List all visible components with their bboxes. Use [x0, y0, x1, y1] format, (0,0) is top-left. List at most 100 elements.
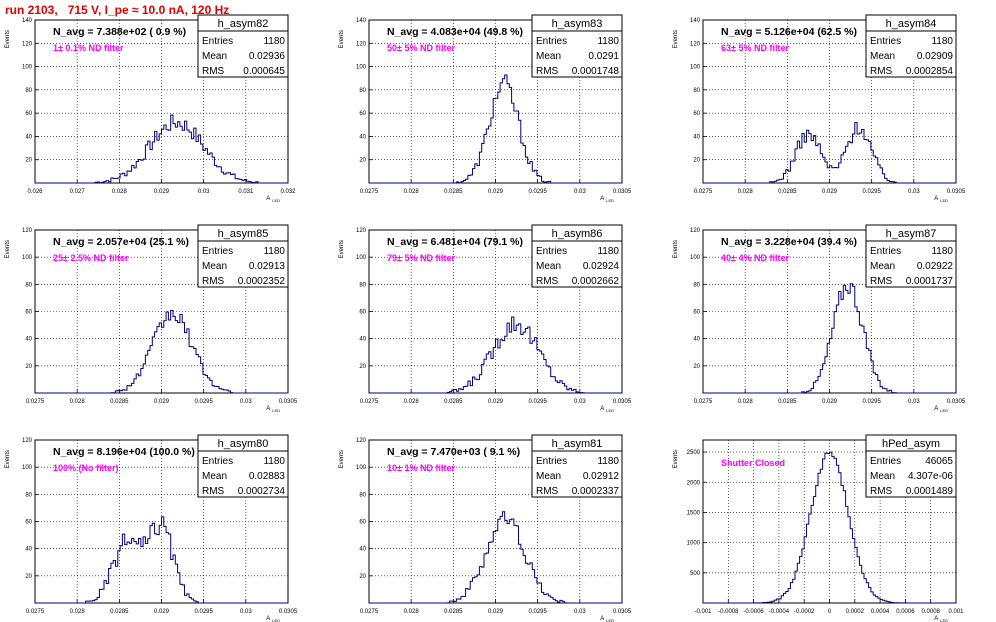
stats-label: Mean — [202, 471, 227, 482]
stats-label: Entries — [870, 36, 901, 47]
x-axis-label: A LED — [934, 196, 948, 203]
y-tick-label: 40 — [359, 337, 366, 343]
histogram-line — [35, 114, 288, 184]
stats-label: Mean — [536, 51, 561, 62]
stats-title: h_asym80 — [218, 438, 269, 450]
y-tick-label: 80 — [693, 282, 700, 288]
y-tick-label: 40 — [359, 547, 366, 553]
stats-label: Mean — [202, 51, 227, 62]
x-axis-label: A LED — [266, 616, 280, 622]
navg-label: N_avg = 2.057e+04 (25.1 %) — [53, 236, 189, 248]
x-tick-label: 0.0275 — [360, 399, 379, 405]
x-tick-label: 0.0295 — [194, 609, 213, 615]
y-tick-label: 100 — [22, 255, 33, 261]
x-tick-label: 0.0275 — [26, 609, 45, 615]
histogram-panel-h_asym87: 0.0275 0.028 0.0285 0.029 0.0295 0.03 0.0305 20… — [673, 224, 966, 413]
stats-title: hPed_asym — [882, 438, 940, 450]
x-tick-label: 0.0002 — [846, 609, 865, 615]
x-tick-label: 0.026 — [27, 189, 43, 195]
x-tick-label: 0.0305 — [279, 399, 298, 405]
y-tick-label: 40 — [25, 337, 32, 343]
y-tick-label: 100 — [690, 65, 701, 71]
y-tick-label: 2500 — [687, 450, 701, 456]
x-axis-label: A LED — [934, 406, 948, 413]
stats-value: 1180 — [597, 456, 619, 467]
y-tick-label: 120 — [356, 41, 367, 47]
stats-box — [865, 450, 957, 498]
stats-title: h_asym82 — [218, 18, 269, 30]
x-tick-label: -0.0004 — [769, 609, 790, 615]
histogram-line — [703, 122, 956, 184]
stats-value: 1180 — [263, 36, 285, 47]
x-axis-label-sub: LED — [940, 408, 948, 413]
navg-label: N_avg = 8.196e+04 (100.0 %) — [53, 446, 195, 458]
x-tick-label: 0.0285 — [444, 399, 463, 405]
stats-title: h_asym86 — [552, 228, 603, 240]
y-tick-label: 60 — [25, 310, 32, 316]
y-tick-label: 80 — [25, 88, 32, 94]
stats-label: RMS — [870, 276, 893, 287]
filter-label: 63± 5% ND filter — [721, 43, 789, 53]
y-tick-label: 120 — [690, 228, 701, 234]
stats-label: RMS — [202, 486, 225, 497]
stats-label: Entries — [202, 36, 233, 47]
x-tick-label: 0.0305 — [613, 189, 632, 195]
stats-value: 0.02909 — [917, 51, 954, 62]
x-tick-label: 0.03 — [240, 399, 252, 405]
y-tick-label: 140 — [22, 18, 33, 24]
navg-label: N_avg = 7.388e+02 ( 0.9 %) — [53, 26, 186, 38]
x-tick-label: 0.03 — [908, 399, 920, 405]
stats-label: RMS — [202, 276, 225, 287]
y-tick-label: 1000 — [687, 541, 701, 547]
y-tick-label: 20 — [359, 158, 366, 164]
stats-value: 0.02912 — [583, 471, 620, 482]
y-tick-label: 100 — [22, 65, 33, 71]
x-axis-label-sub: LED — [606, 618, 614, 622]
x-tick-label: 0.029 — [822, 189, 838, 195]
y-tick-label: 100 — [356, 65, 367, 71]
stats-value: 0.0002662 — [572, 276, 620, 287]
x-tick-label: 0.029 — [488, 399, 504, 405]
x-tick-label: 0.0275 — [694, 399, 713, 405]
x-tick-label: 0.028 — [70, 399, 86, 405]
navg-label: N_avg = 4.083e+04 (49.8 %) — [387, 26, 523, 38]
x-tick-label: 0.0275 — [360, 189, 379, 195]
stats-value: 46065 — [925, 456, 953, 467]
x-tick-label: 0.03 — [908, 189, 920, 195]
x-tick-label: 0.0275 — [694, 189, 713, 195]
x-axis-label: A LED — [934, 616, 948, 622]
x-tick-label: 0.0285 — [444, 609, 463, 615]
x-axis-label: A LED — [600, 196, 614, 203]
stats-value: 0.02936 — [249, 51, 286, 62]
x-tick-label: 0.03 — [240, 609, 252, 615]
x-tick-label: 0.0004 — [871, 609, 890, 615]
x-tick-label: -0.0008 — [718, 609, 739, 615]
stats-box — [531, 30, 623, 78]
x-tick-label: 0.029 — [822, 399, 838, 405]
x-tick-label: 0.0295 — [528, 189, 547, 195]
y-tick-label: 40 — [359, 134, 366, 140]
y-tick-label: 100 — [356, 255, 367, 261]
y-tick-label: 120 — [356, 228, 367, 234]
x-tick-label: 0.0008 — [922, 609, 941, 615]
stats-box — [865, 30, 957, 78]
navg-label: N_avg = 3.228e+04 (39.4 %) — [721, 236, 857, 248]
histogram-line — [369, 316, 622, 394]
navg-label: N_avg = 6.481e+04 (79.1 %) — [387, 236, 523, 248]
stats-value: 0.02922 — [917, 261, 954, 272]
stats-label: Mean — [870, 471, 895, 482]
y-tick-label: 60 — [693, 310, 700, 316]
y-tick-label: 120 — [356, 438, 367, 444]
y-axis-label: Events — [5, 450, 11, 468]
x-axis-label: A LED — [600, 406, 614, 413]
x-tick-label: -0.001 — [694, 609, 712, 615]
x-axis-label: A LED — [266, 406, 280, 413]
y-tick-label: 80 — [693, 88, 700, 94]
histogram-line — [369, 74, 622, 184]
y-axis-label: Events — [5, 30, 11, 48]
x-tick-label: -0.0002 — [794, 609, 815, 615]
y-tick-label: 60 — [359, 520, 366, 526]
stats-label: RMS — [870, 486, 893, 497]
x-tick-label: 0.03 — [574, 189, 586, 195]
x-tick-label: 0.0285 — [110, 609, 129, 615]
